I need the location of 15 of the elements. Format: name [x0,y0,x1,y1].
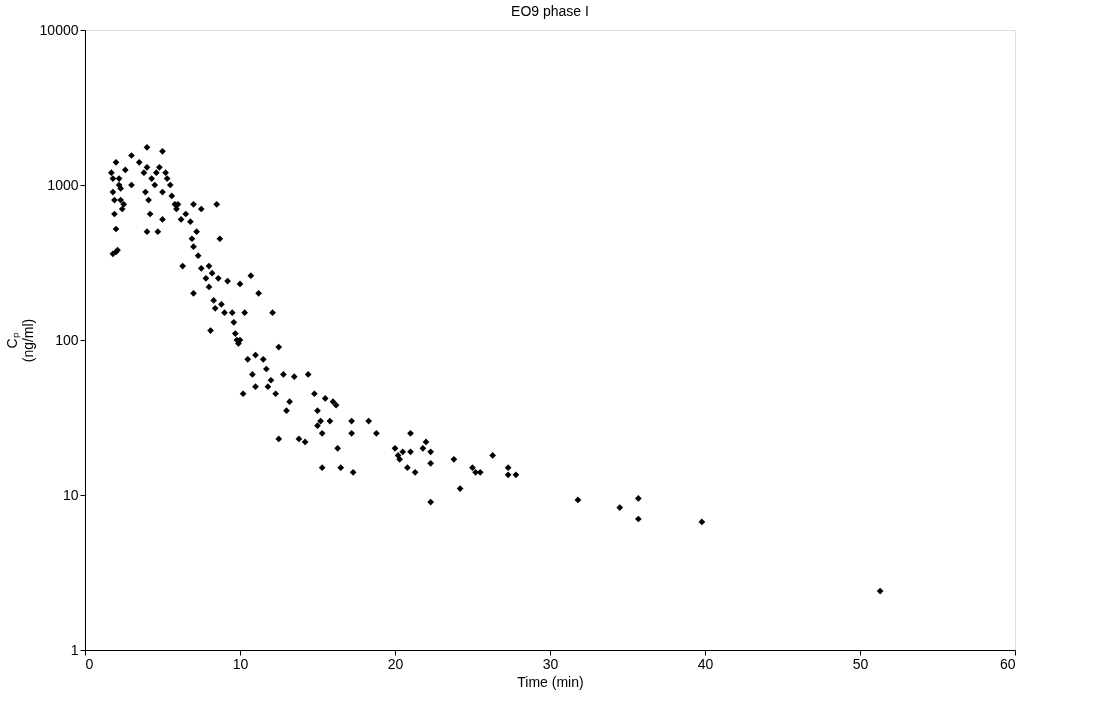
chart-title: EO9 phase I [511,3,589,19]
y-tick-label: 1 [70,641,79,658]
y-tick-label: 10 [62,486,79,503]
x-tick-label: 30 [542,655,559,672]
x-tick-label: 60 [999,655,1016,672]
x-tick-label: 40 [697,655,714,672]
y-tick-label: 1000 [47,176,79,193]
x-tick-label: 10 [232,655,249,672]
y-axis-title: Cₚ (ng/ml) [3,318,36,363]
y-tick-label: 10000 [39,21,79,38]
x-tick-label: 20 [387,655,404,672]
x-axis-title: Time (min) [517,673,584,690]
x-tick-label: 0 [85,655,94,672]
x-tick-label: 50 [852,655,869,672]
y-tick-label: 100 [55,331,79,348]
